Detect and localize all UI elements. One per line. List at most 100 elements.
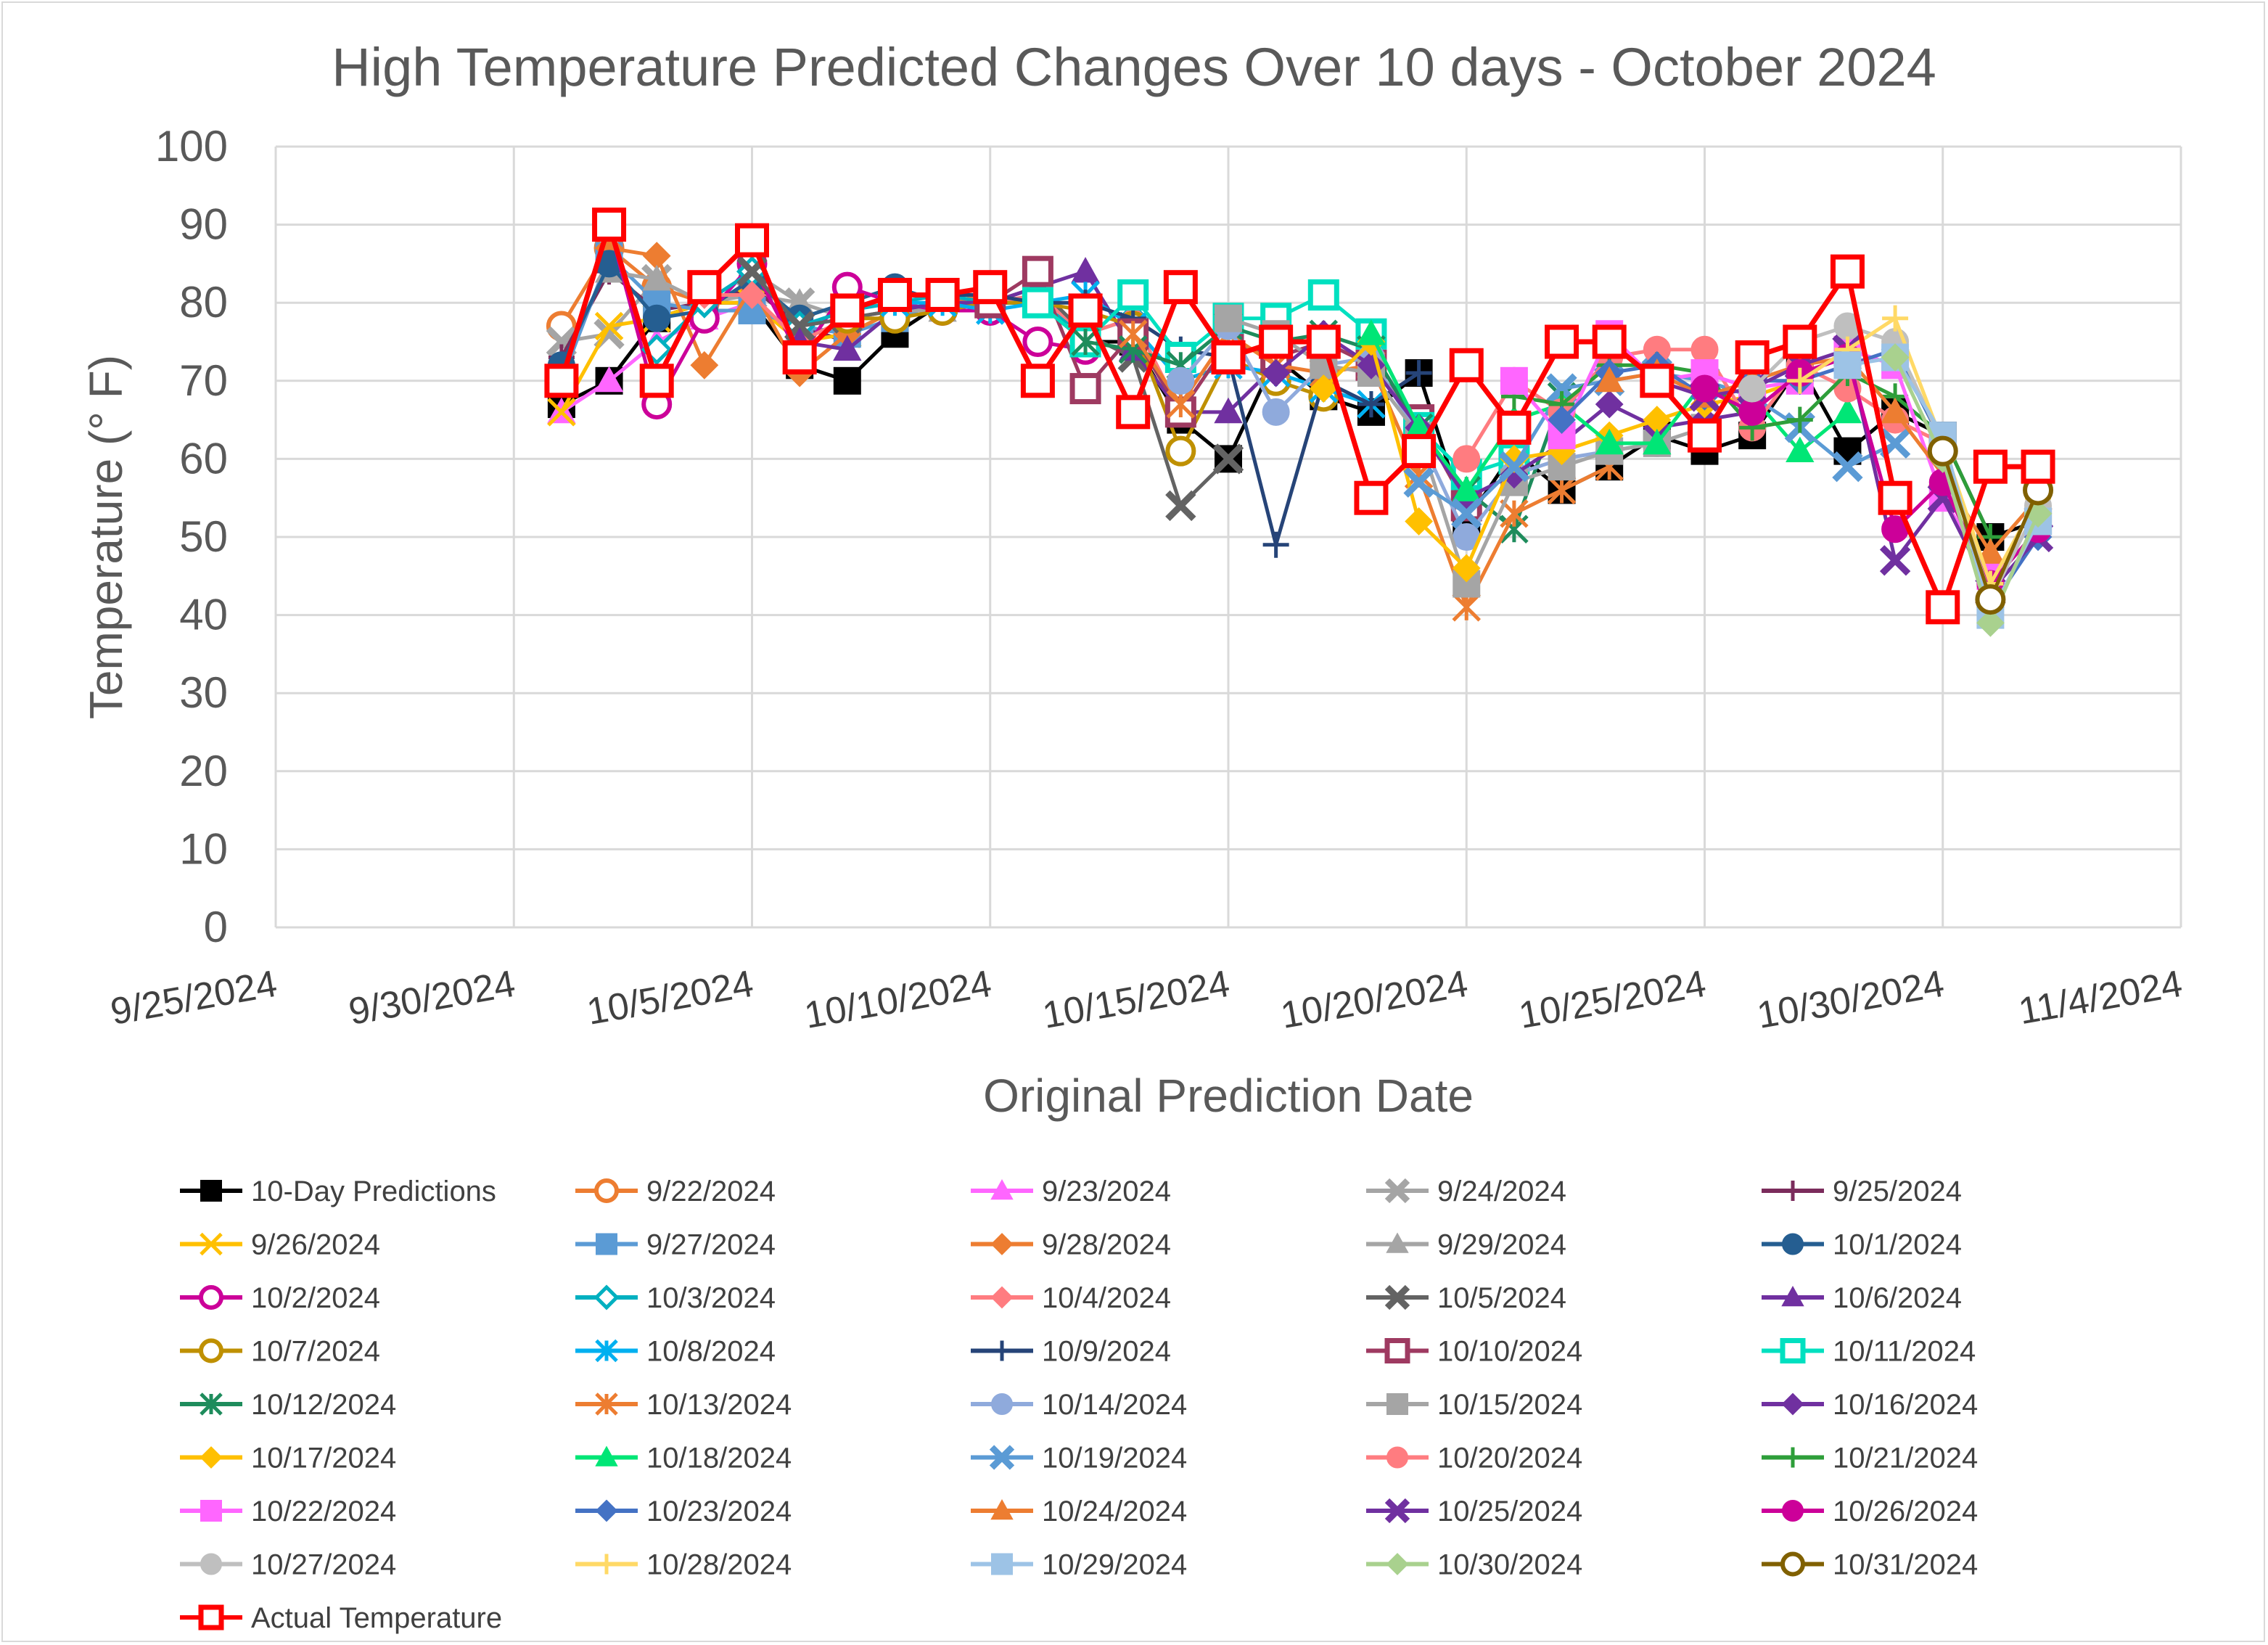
data-point [1384,1178,1410,1204]
legend-label: 9/27/2024 [646,1229,776,1261]
data-point [973,270,1008,305]
data-point [1354,480,1389,515]
data-point [1165,490,1196,522]
y-tick-label: 50 [179,512,228,561]
legend-item: 10/7/2024 [180,1336,380,1368]
data-point [1781,1285,1804,1307]
data-point [991,1553,1013,1575]
data-point [1735,340,1770,375]
legend-item: 10/22/2024 [180,1496,396,1527]
legend-label: 10/25/2024 [1437,1496,1582,1527]
legend-item: 10/12/2024 [180,1389,396,1421]
legend: 10-Day Predictions 9/22/2024 9/23/2024 9/24… [180,1176,1978,1634]
data-point [1452,593,1482,622]
data-point [199,1285,223,1310]
data-point [1548,406,1576,435]
data-point [200,1446,223,1469]
legend-item: 10/24/2024 [971,1496,1187,1527]
legend-label: 10/14/2024 [1042,1389,1187,1421]
x-tick-label: 10/15/2024 [1040,963,1233,1037]
data-point [1781,1392,1804,1416]
data-point [595,1339,618,1363]
data-point [1309,374,1338,403]
data-point [1068,293,1103,328]
legend-label: 10/27/2024 [251,1549,396,1581]
data-point [1595,428,1624,455]
data-point [547,398,576,427]
legend-label: 10-Day Predictions [251,1176,496,1207]
legend-label: 10/9/2024 [1042,1336,1171,1368]
data-point [925,277,960,312]
y-tick-label: 10 [179,824,228,873]
x-tick-label: 10/25/2024 [1516,963,1709,1037]
data-point [2021,449,2055,484]
legend-label: 10/2/2024 [251,1282,380,1314]
legend-item: 10/8/2024 [575,1336,776,1368]
chart-title: High Temperature Predicted Changes Over … [332,37,1936,97]
data-point [990,1233,1014,1255]
data-point [1306,324,1341,359]
legend-label: 10/10/2024 [1437,1336,1582,1368]
data-point [1881,343,1910,372]
legend-item: 10/30/2024 [1366,1549,1582,1581]
data-point [1881,397,1910,424]
data-point [1022,255,1053,287]
data-point [1402,434,1437,469]
data-point [1022,287,1053,319]
data-point [1384,1284,1410,1310]
data-point [1783,1447,1803,1468]
legend-item: 9/26/2024 [180,1229,380,1261]
y-tick-label: 70 [179,356,228,405]
data-point [1782,1233,1804,1255]
data-point [1453,445,1481,473]
data-point [1357,350,1386,380]
data-point [1926,590,1960,625]
data-point [1547,475,1577,505]
data-point [1783,324,1817,359]
legend-label: 9/28/2024 [1042,1229,1171,1261]
data-point [642,264,671,291]
legend-item: 9/24/2024 [1366,1176,1566,1207]
y-axis-title: Temperature (° F) [80,355,132,719]
data-point [1215,304,1242,332]
data-point [1357,391,1384,418]
legend-label: 9/24/2024 [1437,1176,1566,1207]
data-point [1882,305,1909,332]
legend-label: 10/4/2024 [1042,1282,1171,1314]
data-point [1973,449,2008,484]
legend-item: 10/5/2024 [1366,1282,1566,1314]
data-point [1165,435,1196,467]
data-point [1878,480,1912,515]
data-point [735,223,769,258]
data-point [1786,436,1815,463]
data-point [1117,279,1149,311]
y-tick-label: 30 [179,668,228,717]
data-point [199,1338,223,1363]
data-point [1452,475,1481,501]
data-point [594,311,624,341]
legend-item: 10/27/2024 [180,1549,396,1581]
data-point [594,366,624,393]
data-point [1405,507,1434,536]
data-point [1211,340,1246,375]
gridlines [274,145,2182,929]
x-tick-label: 10/5/2024 [584,963,757,1033]
legend-item: 10/16/2024 [1762,1389,1978,1421]
legend-item: 9/29/2024 [1366,1229,1566,1261]
x-tick-label: 10/30/2024 [1754,963,1947,1037]
data-point [990,1178,1014,1200]
data-point [1786,406,1813,433]
legend-item: 9/22/2024 [575,1176,776,1207]
legend-label: 10/30/2024 [1437,1549,1582,1581]
data-point [1738,398,1767,426]
x-tick-label: 10/10/2024 [801,963,994,1037]
data-point [1166,390,1196,419]
legend-item: 10/20/2024 [1366,1443,1582,1474]
data-point [1833,351,1862,380]
data-point [1640,364,1675,398]
data-point [1071,257,1100,283]
legend-item: 10/18/2024 [575,1443,792,1474]
data-point [1262,398,1290,426]
data-point [687,270,722,305]
data-point [989,1445,1015,1470]
